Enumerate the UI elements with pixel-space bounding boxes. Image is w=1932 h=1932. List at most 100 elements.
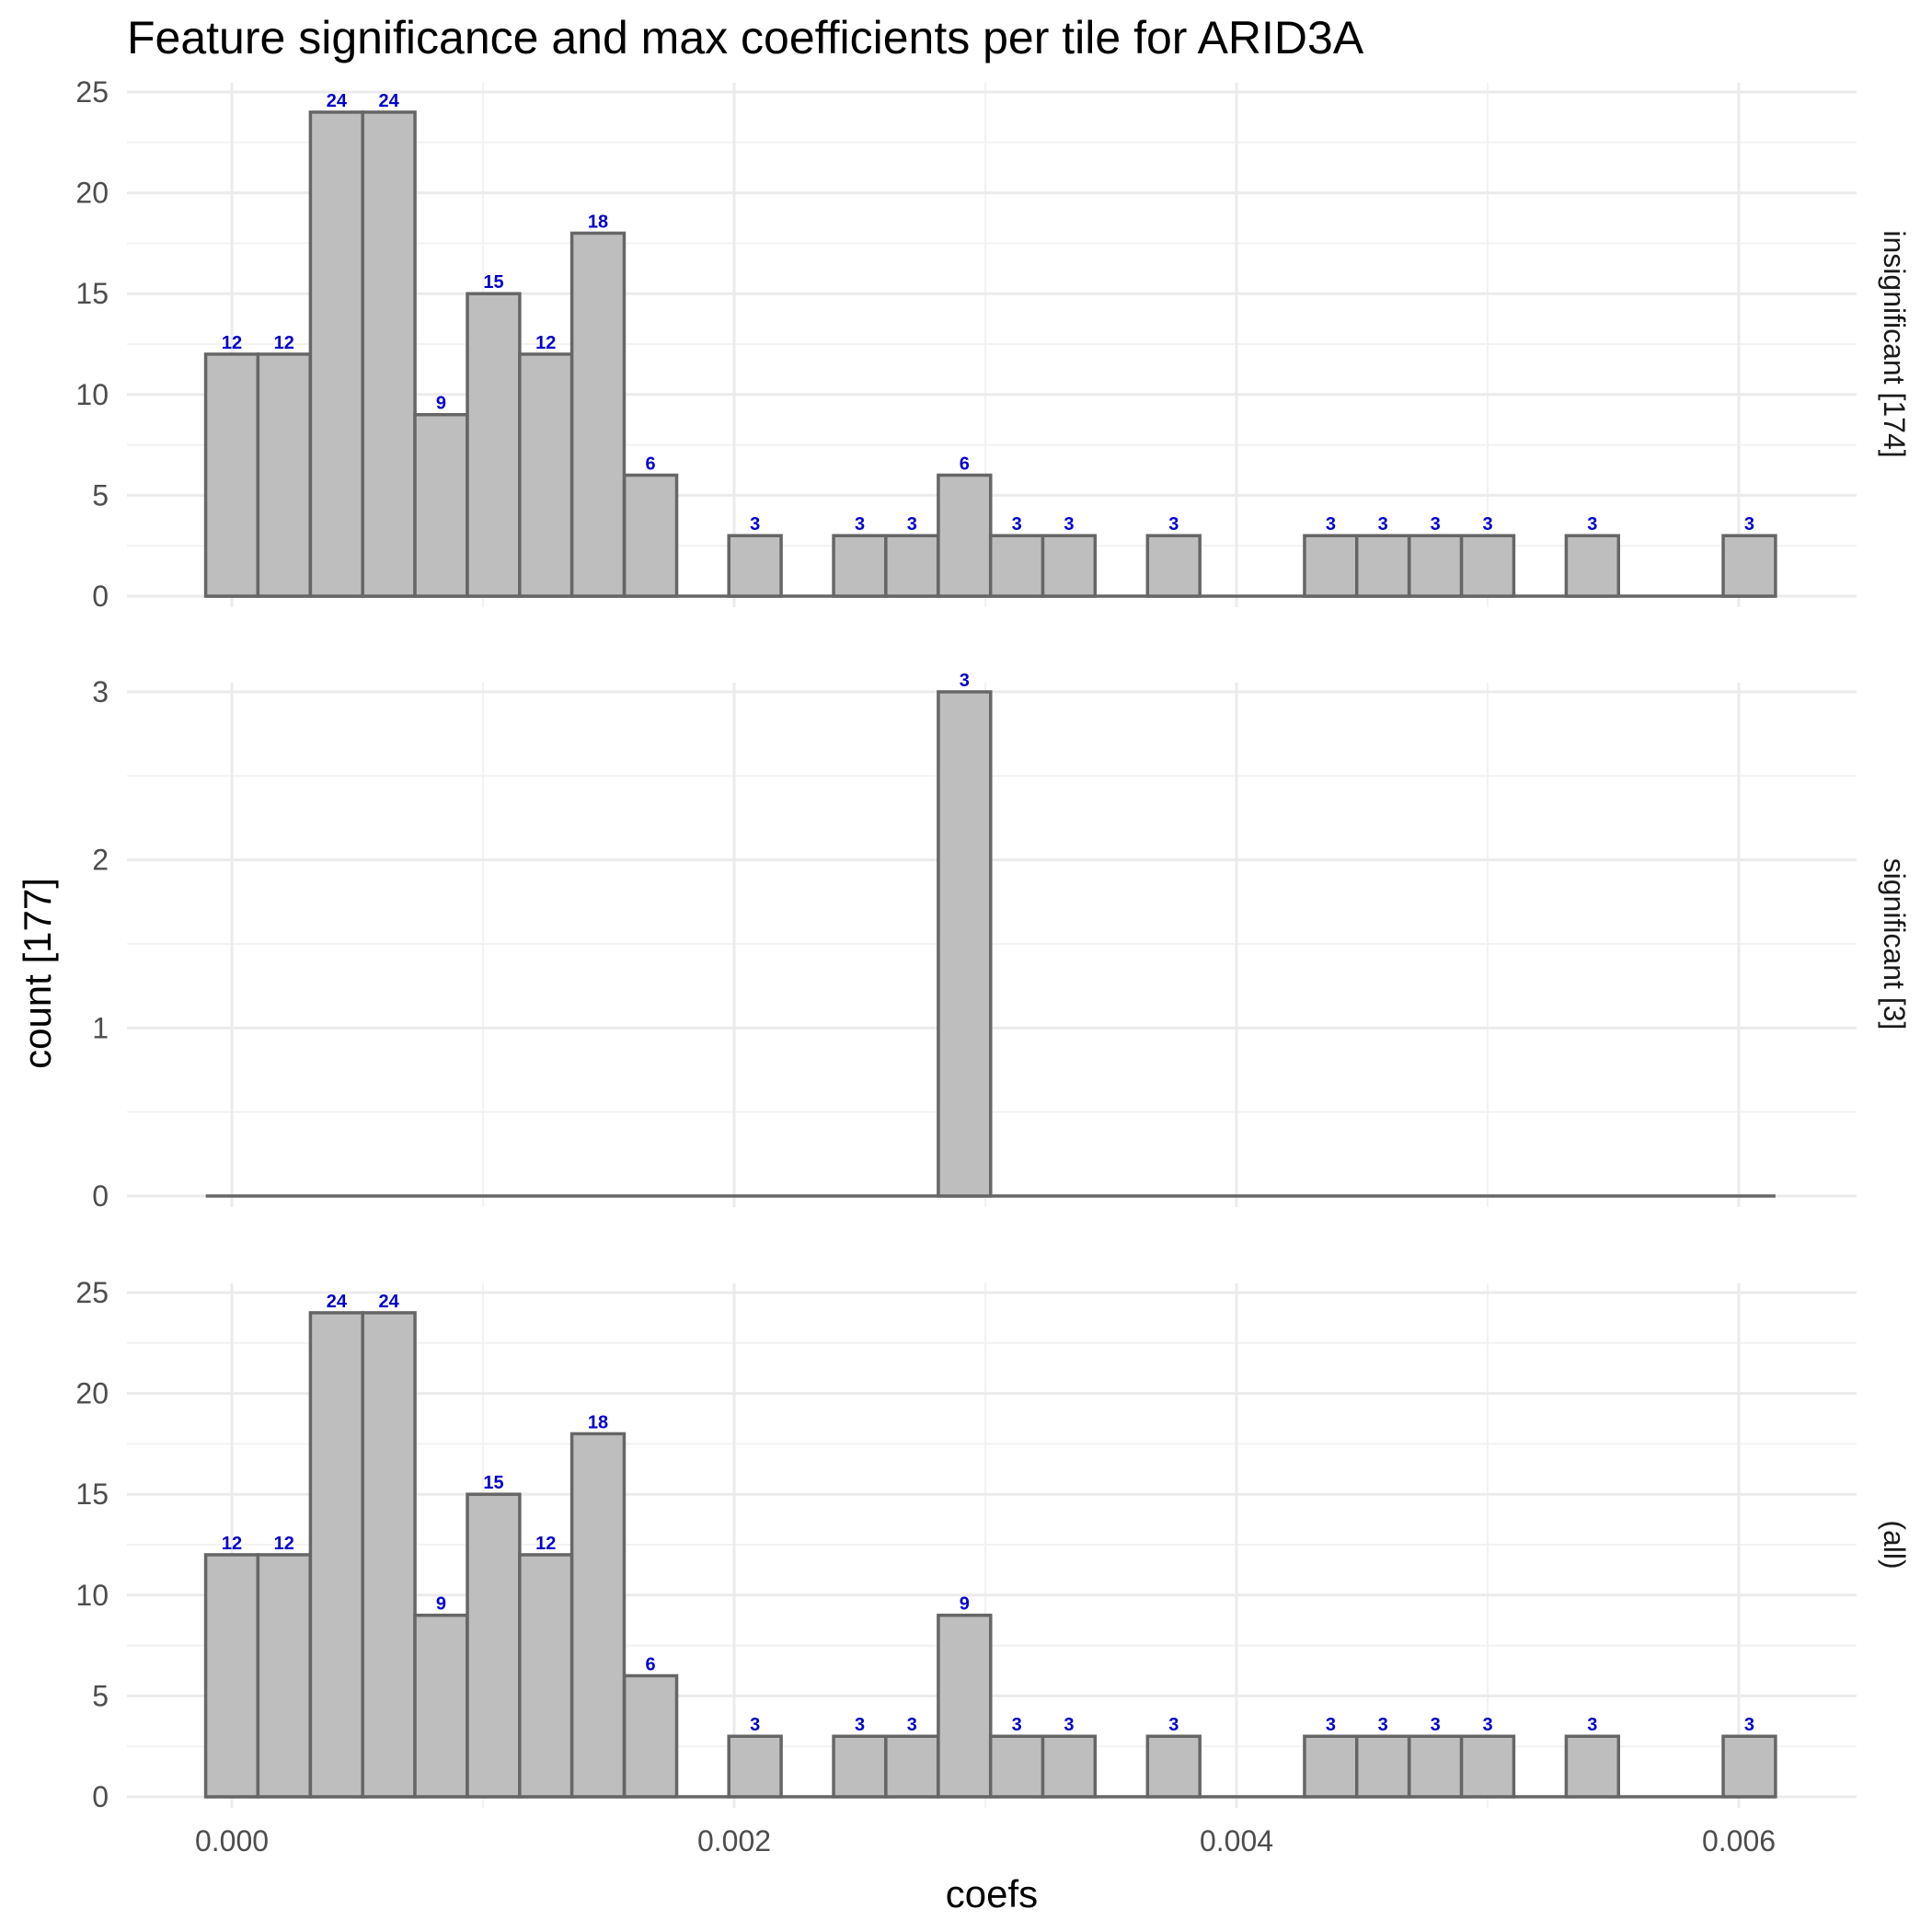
histogram-bar (1459, 1734, 1516, 1799)
x-tick-label: 0.002 (697, 1824, 771, 1857)
y-tick-label: 25 (75, 1276, 109, 1309)
histogram-bar (361, 110, 417, 598)
histogram-bar (1041, 534, 1098, 598)
bar-count-label: 3 (1064, 514, 1074, 535)
bar-count-label: 3 (1012, 1715, 1022, 1735)
bar-count-label: 3 (1168, 514, 1179, 535)
bar-count-label: 3 (1431, 514, 1441, 535)
bar-count-label: 12 (274, 333, 294, 353)
histogram-bar (256, 352, 312, 598)
y-tick-label: 20 (75, 1377, 109, 1410)
histogram-bar (1564, 1734, 1621, 1799)
histogram-bar (1145, 534, 1202, 598)
histogram-bar (1145, 1734, 1202, 1799)
bar-count-label: 3 (750, 1715, 760, 1735)
bar-count-label: 9 (436, 394, 446, 414)
bar-count-label: 3 (855, 1715, 865, 1735)
bar-count-label: 9 (436, 1594, 446, 1615)
y-tick-label: 25 (75, 75, 109, 109)
bar-count-label: 3 (907, 514, 917, 535)
y-tick-label: 1 (92, 1011, 109, 1044)
histogram-bar (937, 690, 993, 1198)
y-tick-label: 0 (92, 580, 109, 613)
histogram-bar (727, 1734, 783, 1799)
bar-count-label: 3 (1587, 514, 1597, 535)
bar-count-label: 6 (646, 454, 656, 474)
bar-count-label: 3 (960, 671, 970, 691)
histogram-bar (256, 1553, 312, 1799)
bar-count-label: 12 (535, 1534, 556, 1554)
histogram-bar (832, 1734, 888, 1799)
x-tick-label: 0.000 (195, 1824, 269, 1857)
bar-count-label: 3 (1012, 514, 1022, 535)
histogram-bar (884, 1734, 940, 1799)
x-axis-ticks: 0.000 0.002 0.004 0.006 (195, 1824, 1776, 1857)
y-tick-label: 20 (75, 177, 109, 210)
histogram-bar (622, 1673, 679, 1799)
bar-count-label: 3 (855, 514, 865, 535)
histogram-bar (569, 1432, 627, 1799)
y-axis-label: count [177] (16, 878, 59, 1069)
bar-count-label: 12 (535, 333, 556, 353)
y-tick-label: 0 (92, 1179, 109, 1213)
facet-strip-label: (all) (1878, 1520, 1911, 1569)
bar-count-label: 3 (1064, 1715, 1074, 1735)
bar-count-label: 3 (1378, 514, 1388, 535)
facet-panel: 0 5 10 15 20 25 12 12 24 24 9 15 12 18 6 3 3 3 6 3 3 3 3 3 3 3 3 3 i… (75, 75, 1911, 613)
bar-count-label: 3 (1431, 1715, 1441, 1735)
bar-count-label: 3 (1326, 1715, 1336, 1735)
bar-count-label: 3 (1326, 514, 1336, 535)
histogram-bar (832, 534, 888, 598)
histogram-bar (1721, 534, 1777, 598)
bar-count-label: 6 (646, 1654, 656, 1674)
histogram-bar (937, 473, 993, 598)
histogram-bar (622, 473, 679, 598)
histogram-bar (988, 1734, 1045, 1799)
chart-title: Feature significance and max coefficient… (127, 12, 1364, 63)
bar-count-label: 12 (222, 1534, 242, 1554)
histogram-bar (1459, 534, 1516, 598)
histogram-bar (203, 352, 260, 598)
bar-count-label: 3 (1744, 514, 1754, 535)
facet-strip-label: significant [3] (1878, 858, 1911, 1030)
bar-count-label: 3 (1378, 1715, 1388, 1735)
histogram-bar (308, 110, 365, 598)
bar-count-label: 3 (1482, 1715, 1492, 1735)
bar-count-label: 18 (588, 1412, 608, 1432)
histogram-bar (937, 1613, 993, 1799)
bar-count-label: 24 (327, 1292, 348, 1312)
histogram-bar (1354, 1734, 1411, 1799)
histogram-bar (413, 412, 469, 598)
facet-strip-label: insignificant [174] (1878, 230, 1911, 457)
bar-count-label: 18 (588, 212, 608, 232)
histogram-bar (308, 1311, 365, 1799)
histogram-bar (1303, 1734, 1359, 1799)
y-tick-label: 15 (75, 277, 109, 310)
histogram-bar (1041, 1734, 1098, 1799)
bar-count-label: 24 (379, 1292, 400, 1312)
y-tick-label: 3 (92, 675, 109, 708)
histogram-bar (1354, 534, 1411, 598)
x-tick-label: 0.006 (1702, 1824, 1776, 1857)
bar-count-label: 6 (960, 454, 970, 474)
facet-panel: 0 5 10 15 20 25 12 12 24 24 9 15 12 18 6 3 3 3 9 3 3 3 3 3 3 3 3 3 (… (75, 1276, 1911, 1813)
histogram-bar (1408, 1734, 1464, 1799)
histogram-bar (518, 1553, 574, 1799)
y-tick-label: 10 (75, 1579, 109, 1612)
y-tick-label: 0 (92, 1780, 109, 1813)
histogram-bar (518, 352, 574, 598)
facet-panel: 0 1 2 3 3 significant [3] (92, 671, 1911, 1213)
y-tick-label: 2 (92, 844, 109, 877)
histogram-bar (727, 534, 783, 598)
histogram-bar (884, 534, 940, 598)
y-tick-label: 10 (75, 378, 109, 411)
bar-count-label: 3 (1482, 514, 1492, 535)
histogram-bar (569, 231, 627, 598)
bar-count-label: 9 (960, 1594, 970, 1615)
bar-count-label: 15 (483, 1473, 503, 1493)
bar-count-label: 15 (483, 272, 503, 293)
y-tick-label: 5 (92, 1679, 109, 1712)
histogram-bar (1408, 534, 1464, 598)
histogram-bar (413, 1613, 469, 1799)
